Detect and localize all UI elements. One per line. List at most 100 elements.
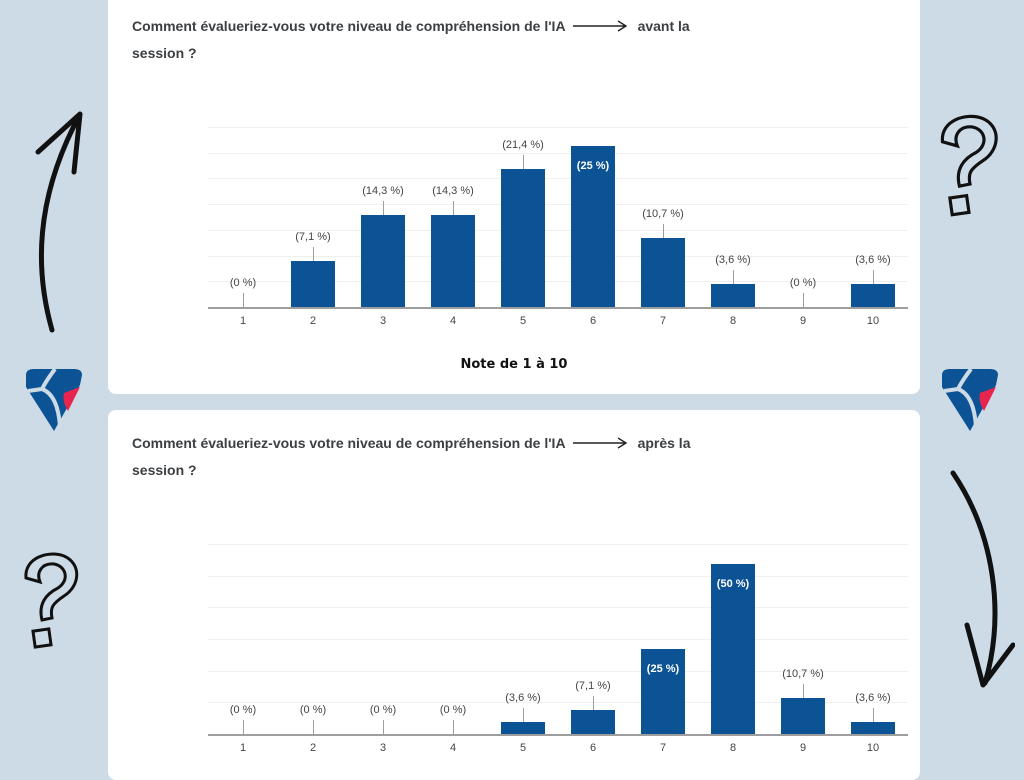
gridline: [208, 255, 908, 257]
gridline: [208, 607, 908, 609]
x-tick-label: 5: [519, 742, 527, 754]
data-label: (14,3 %): [362, 185, 404, 197]
gridline: [208, 639, 908, 640]
x-tick-label: 10: [866, 315, 880, 327]
gridline: [208, 127, 908, 128]
gridline: [208, 702, 908, 704]
data-label: (3,6 %): [855, 692, 891, 704]
data-label: (21,4 %): [502, 139, 544, 151]
gridline: [208, 229, 908, 231]
gridline: [208, 544, 908, 545]
label-leader-line: [803, 684, 804, 698]
x-tick-label: 3: [379, 742, 387, 754]
bar: [361, 215, 405, 307]
label-leader-line: [243, 720, 244, 734]
x-axis-label: Note de 1 à 10: [460, 357, 568, 372]
right-arrow-icon: [572, 431, 628, 457]
data-label: (25 %): [576, 160, 610, 172]
bar: [571, 710, 615, 734]
bar: [431, 215, 475, 307]
data-label: (14,3 %): [432, 185, 474, 197]
label-leader-line: [803, 293, 804, 307]
label-leader-line: [313, 247, 314, 261]
question-text: Comment évalueriez-vous votre niveau de …: [132, 18, 566, 34]
x-tick-label: 4: [449, 742, 457, 754]
data-label: (10,7 %): [642, 208, 684, 220]
gridline: [208, 178, 908, 180]
bar: [711, 564, 755, 734]
x-axis-line: [208, 734, 908, 736]
x-tick-label: 5: [519, 315, 527, 327]
question-suffix: après la: [637, 435, 691, 451]
bar: [641, 238, 685, 307]
label-leader-line: [453, 720, 454, 734]
x-tick-label: 6: [589, 315, 597, 327]
bar: [851, 284, 895, 307]
label-leader-line: [523, 708, 524, 722]
curved-arrow-up-icon: [30, 110, 90, 340]
bar-chart-before: (0 %) 1 (7,1 %) 2 (14,3 %) 3 (14,3 %) 4 (21,4 %)…: [208, 127, 908, 327]
question-mark-icon: [934, 110, 1006, 225]
x-axis-line: [208, 307, 908, 309]
label-leader-line: [593, 696, 594, 710]
data-label: (0 %): [439, 704, 467, 716]
label-leader-line: [453, 201, 454, 215]
question-title-before: Comment évalueriez-vous votre niveau de …: [132, 13, 812, 66]
x-tick-label: 7: [659, 742, 667, 754]
question-line2: session ?: [132, 462, 197, 479]
data-label: (0 %): [369, 704, 397, 716]
data-label: (0 %): [789, 277, 817, 289]
question-text: Comment évalueriez-vous votre niveau de …: [132, 435, 566, 451]
gridline: [208, 204, 908, 206]
logo-shield-icon: [938, 367, 1002, 438]
right-arrow-icon: [572, 14, 628, 40]
label-leader-line: [313, 720, 314, 734]
chart-card-after: Comment évalueriez-vous votre niveau de …: [108, 410, 920, 780]
bar: [641, 649, 685, 734]
data-label: (50 %): [716, 578, 750, 590]
gridline: [208, 575, 908, 577]
bar: [851, 722, 895, 734]
question-mark-icon: [18, 548, 86, 657]
x-tick-label: 4: [449, 315, 457, 327]
data-label: (3,6 %): [715, 254, 751, 266]
gridline: [208, 152, 908, 154]
label-leader-line: [873, 708, 874, 722]
x-tick-label: 6: [589, 742, 597, 754]
data-label: (3,6 %): [505, 692, 541, 704]
label-leader-line: [873, 270, 874, 284]
bar: [571, 146, 615, 307]
label-leader-line: [243, 293, 244, 307]
question-title-after: Comment évalueriez-vous votre niveau de …: [132, 430, 812, 483]
x-tick-label: 3: [379, 315, 387, 327]
data-label: (10,7 %): [782, 668, 824, 680]
bar-chart-after: (0 %) 1 (0 %) 2 (0 %) 3 (0 %) 4 (3,6 %) 5 (7,1 %) 6…: [208, 544, 908, 764]
data-label: (7,1 %): [295, 231, 331, 243]
label-leader-line: [383, 201, 384, 215]
chart-card-before: Comment évalueriez-vous votre niveau de …: [108, 0, 920, 394]
x-tick-label: 1: [239, 742, 247, 754]
x-tick-label: 2: [309, 742, 317, 754]
x-tick-label: 8: [729, 315, 737, 327]
x-tick-label: 10: [866, 742, 880, 754]
gridline: [208, 670, 908, 672]
data-label: (7,1 %): [575, 680, 611, 692]
label-leader-line: [523, 155, 524, 169]
label-leader-line: [733, 270, 734, 284]
data-label: (0 %): [229, 704, 257, 716]
x-tick-label: 7: [659, 315, 667, 327]
bar: [711, 284, 755, 307]
data-label: (0 %): [229, 277, 257, 289]
data-label: (25 %): [646, 663, 680, 675]
bar: [781, 698, 825, 734]
data-label: (0 %): [299, 704, 327, 716]
x-tick-label: 9: [799, 315, 807, 327]
bar: [501, 169, 545, 307]
bar: [291, 261, 335, 307]
bar: [501, 722, 545, 734]
logo-shield-icon: [22, 367, 86, 438]
curved-arrow-down-icon: [945, 465, 1016, 700]
x-tick-label: 1: [239, 315, 247, 327]
x-tick-label: 9: [799, 742, 807, 754]
question-suffix: avant la: [637, 18, 690, 34]
